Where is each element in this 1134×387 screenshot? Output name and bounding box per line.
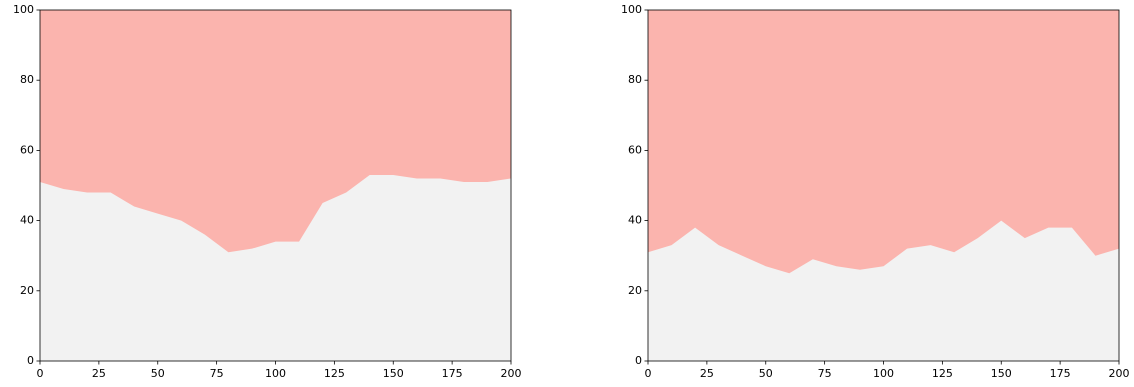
x-tick-label: 100	[265, 367, 286, 380]
y-tick-label: 20	[20, 284, 34, 297]
y-tick-label: 20	[628, 284, 642, 297]
area	[40, 174, 511, 361]
x-tick-label: 175	[1050, 367, 1071, 380]
x-tick-label: 75	[818, 367, 832, 380]
area	[648, 220, 1119, 361]
x-tick-label: 125	[932, 367, 953, 380]
x-tick-label: 50	[759, 367, 773, 380]
y-tick-label: 100	[621, 3, 642, 16]
y-tick-label: 40	[628, 214, 642, 227]
y-tick-label: 0	[635, 354, 642, 367]
x-tick-label: 175	[442, 367, 463, 380]
x-tick-label: 150	[383, 367, 404, 380]
y-tick-label: 100	[13, 3, 34, 16]
y-tick-label: 80	[628, 73, 642, 86]
y-tick-label: 80	[20, 73, 34, 86]
y-tick-label: 40	[20, 214, 34, 227]
x-tick-label: 200	[501, 367, 522, 380]
x-tick-label: 100	[873, 367, 894, 380]
y-tick-label: 0	[27, 354, 34, 367]
y-tick-label: 60	[20, 143, 34, 156]
x-tick-label: 200	[1109, 367, 1130, 380]
x-tick-label: 125	[324, 367, 345, 380]
x-tick-label: 25	[700, 367, 714, 380]
x-tick-label: 25	[92, 367, 106, 380]
x-tick-label: 0	[37, 367, 44, 380]
x-tick-label: 50	[151, 367, 165, 380]
x-tick-label: 0	[645, 367, 652, 380]
x-tick-label: 75	[210, 367, 224, 380]
x-tick-label: 150	[991, 367, 1012, 380]
y-tick-label: 60	[628, 143, 642, 156]
